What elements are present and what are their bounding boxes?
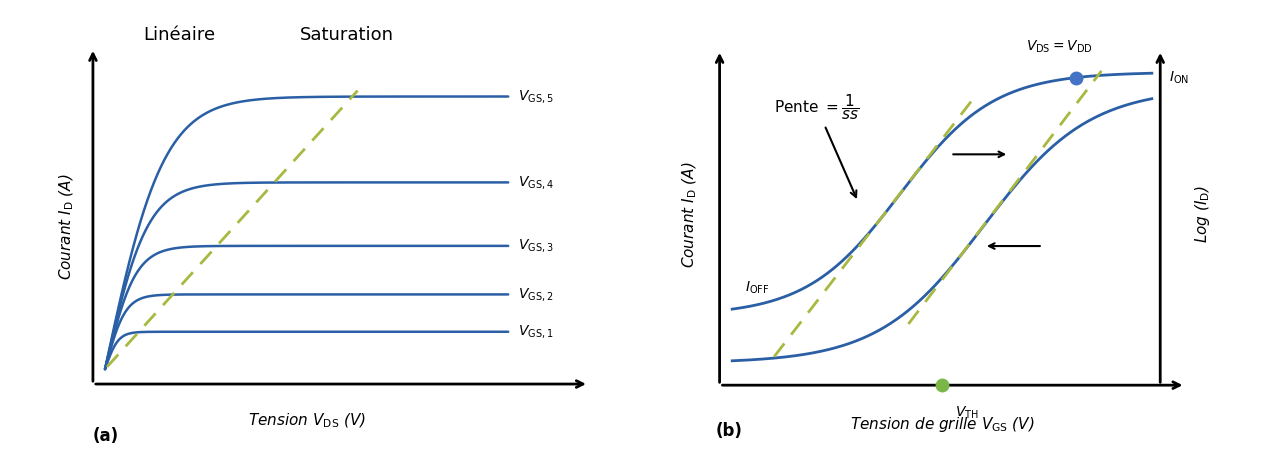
Text: $V_{\mathrm{GS,1}}$: $V_{\mathrm{GS,1}}$ <box>518 323 554 340</box>
Text: $V_{\mathrm{GS,5}}$: $V_{\mathrm{GS,5}}$ <box>518 88 554 105</box>
Text: Courant $I_{\mathrm{D}}$ (A): Courant $I_{\mathrm{D}}$ (A) <box>57 174 76 280</box>
Text: Linéaire: Linéaire <box>144 26 216 44</box>
Text: $V_{\mathrm{DS}}$$=$$V_{\mathrm{DD}}$: $V_{\mathrm{DS}}$$=$$V_{\mathrm{DD}}$ <box>1026 39 1092 55</box>
Text: $V_{\mathrm{TH}}$: $V_{\mathrm{TH}}$ <box>955 404 978 421</box>
Text: $V_{\mathrm{GS,3}}$: $V_{\mathrm{GS,3}}$ <box>518 237 554 254</box>
Text: $I_{\mathrm{OFF}}$: $I_{\mathrm{OFF}}$ <box>744 280 770 296</box>
Text: Tension $V_{\mathrm{DS}}$ (V): Tension $V_{\mathrm{DS}}$ (V) <box>248 412 366 431</box>
Text: (a): (a) <box>93 427 119 445</box>
Text: (b): (b) <box>715 422 742 440</box>
Text: Saturation: Saturation <box>300 26 394 44</box>
Text: Tension de grille $V_{\mathrm{GS}}$ (V): Tension de grille $V_{\mathrm{GS}}$ (V) <box>850 415 1034 434</box>
Text: $V_{\mathrm{GS,4}}$: $V_{\mathrm{GS,4}}$ <box>518 174 554 191</box>
Text: $V_{\mathrm{GS,2}}$: $V_{\mathrm{GS,2}}$ <box>518 286 554 303</box>
Text: Courant $I_{\mathrm{D}}$ (A): Courant $I_{\mathrm{D}}$ (A) <box>681 161 700 268</box>
Text: Log ($I_{\mathrm{D}}$): Log ($I_{\mathrm{D}}$) <box>1193 185 1212 243</box>
Text: Pente $= \dfrac{1}{ss}$: Pente $= \dfrac{1}{ss}$ <box>775 92 860 197</box>
Text: $I_{\mathrm{ON}}$: $I_{\mathrm{ON}}$ <box>1168 69 1189 86</box>
